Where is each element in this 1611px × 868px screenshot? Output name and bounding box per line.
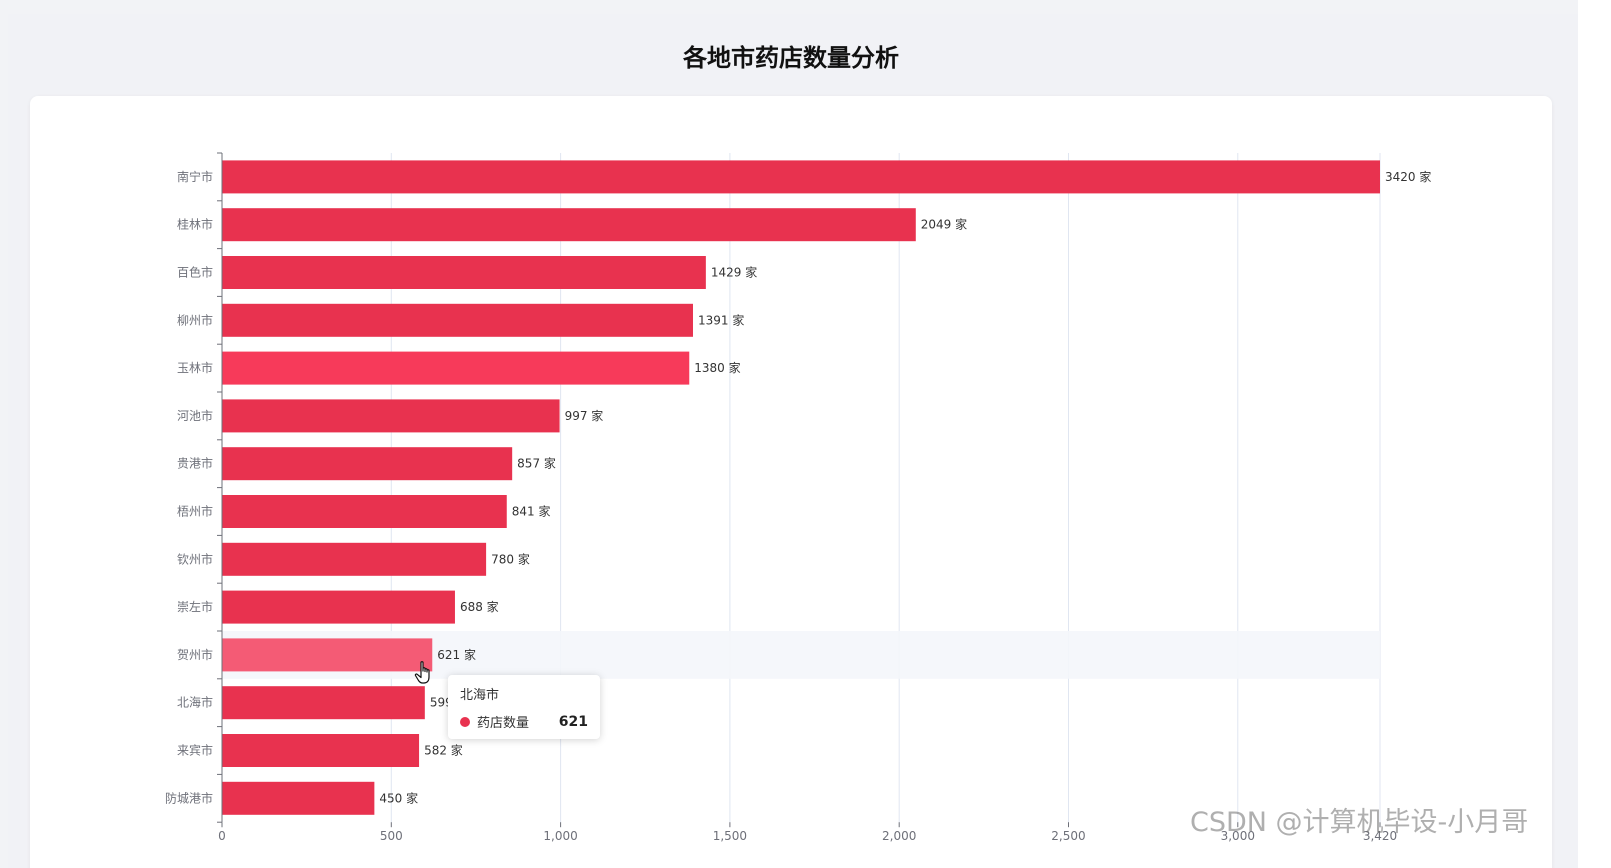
tooltip-value: 621	[558, 713, 588, 730]
y-tick-label: 防城港市	[165, 790, 213, 805]
x-tick-label: 0	[218, 829, 226, 843]
y-tick-label: 桂林市	[177, 217, 213, 232]
right-edge	[1578, 0, 1611, 868]
bar[interactable]	[222, 303, 693, 337]
y-tick-label: 崇左市	[177, 599, 213, 614]
x-tick-label: 2,500	[1051, 829, 1085, 843]
bar-value-label: 1391 家	[698, 312, 744, 327]
y-tick-label: 贺州市	[177, 647, 213, 662]
x-tick-label: 2,000	[882, 829, 916, 843]
bar-value-label: 450 家	[379, 790, 418, 805]
tooltip-title: 北海市	[460, 688, 500, 703]
y-tick-label: 百色市	[177, 265, 213, 280]
bar-value-label: 1380 家	[694, 360, 740, 375]
y-tick-label: 贵港市	[177, 456, 213, 471]
bar-value-label: 621 家	[437, 647, 476, 662]
tooltip-series-name: 药店数量	[477, 716, 530, 731]
bar-value-label: 1429 家	[711, 265, 757, 280]
bar[interactable]	[222, 208, 916, 242]
bar[interactable]	[222, 590, 455, 624]
bar[interactable]	[222, 638, 433, 672]
bar-value-label: 2049 家	[921, 217, 967, 232]
x-tick-label: 3,000	[1221, 829, 1255, 843]
x-tick-label: 3,420	[1363, 829, 1397, 843]
bar[interactable]	[222, 256, 706, 289]
bar-value-label: 780 家	[491, 551, 530, 566]
x-tick-label: 500	[380, 829, 403, 843]
y-tick-label: 河池市	[177, 408, 213, 423]
bar-value-label: 688 家	[460, 599, 499, 614]
bar-value-label: 857 家	[517, 456, 556, 471]
bar-value-label: 841 家	[512, 504, 551, 519]
bar[interactable]	[222, 781, 375, 815]
chart-tooltip: 北海市 药店数量 621	[448, 675, 600, 739]
y-tick-label: 柳州市	[177, 312, 213, 327]
x-tick-label: 1,000	[543, 829, 577, 843]
bar[interactable]	[222, 734, 420, 767]
bar[interactable]	[222, 542, 487, 576]
hand-pointer-icon	[414, 661, 430, 684]
page-title: 各地市药店数量分析	[683, 44, 899, 72]
tooltip-row: 药店数量 621	[460, 712, 588, 731]
bar[interactable]	[222, 351, 690, 385]
y-tick-label: 北海市	[177, 695, 213, 710]
y-tick-label: 梧州市	[177, 504, 213, 519]
bar-value-label: 3420 家	[1385, 169, 1431, 184]
bar[interactable]	[222, 686, 425, 720]
bar[interactable]	[222, 495, 507, 528]
y-tick-label: 南宁市	[177, 169, 213, 184]
watermark: CSDN @计算机毕设-小月哥	[1190, 807, 1529, 838]
bar[interactable]	[222, 447, 513, 481]
bar[interactable]	[222, 160, 1380, 194]
y-tick-label: 玉林市	[177, 360, 213, 375]
y-tick-label: 来宾市	[177, 743, 213, 758]
bar-value-label: 582 家	[424, 743, 463, 758]
tooltip-series-marker	[460, 716, 470, 727]
bar-value-label: 997 家	[565, 408, 604, 423]
x-tick-label: 1,500	[713, 829, 747, 843]
bar[interactable]	[222, 399, 560, 433]
y-tick-label: 钦州市	[177, 551, 213, 566]
